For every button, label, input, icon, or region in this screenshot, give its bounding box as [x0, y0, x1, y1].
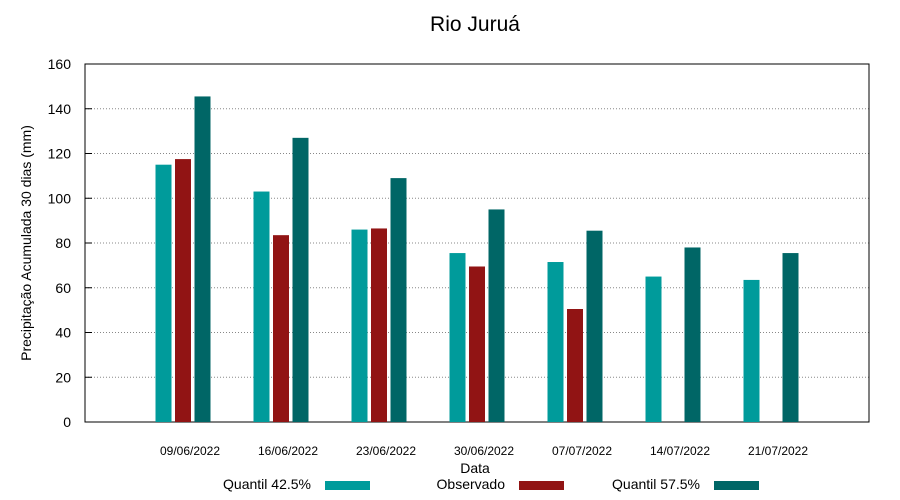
bar — [292, 137, 309, 422]
y-tick-label: 20 — [55, 369, 71, 385]
bar — [194, 96, 211, 422]
bar — [449, 253, 466, 422]
bar — [567, 309, 583, 422]
x-tick-label: 16/06/2022 — [258, 444, 318, 458]
y-tick-label: 60 — [55, 280, 71, 296]
bar — [684, 247, 701, 422]
y-tick-label: 160 — [48, 56, 72, 72]
legend-label: Quantil 42.5% — [223, 476, 311, 492]
x-tick-label: 23/06/2022 — [356, 444, 416, 458]
y-tick-label: 80 — [55, 235, 71, 251]
bar — [273, 235, 289, 422]
y-tick-label: 40 — [55, 325, 71, 341]
x-tick-label: 30/06/2022 — [454, 444, 514, 458]
y-tick-label: 120 — [48, 146, 72, 162]
x-tick-label: 21/07/2022 — [748, 444, 808, 458]
bar — [743, 279, 760, 422]
bar — [371, 228, 387, 422]
legend-swatch — [325, 481, 370, 490]
bar — [645, 276, 662, 422]
bar — [351, 229, 368, 422]
y-tick-label: 100 — [48, 190, 72, 206]
bar — [469, 266, 485, 422]
legend-label: Observado — [437, 476, 506, 492]
x-tick-label: 14/07/2022 — [650, 444, 710, 458]
bar — [488, 209, 505, 422]
x-axis-label: Data — [460, 460, 490, 476]
chart-title: Rio Juruá — [430, 13, 520, 36]
y-tick-label: 140 — [48, 101, 72, 117]
bar — [253, 191, 270, 422]
legend-swatch — [714, 481, 759, 490]
y-tick-label: 0 — [63, 414, 71, 430]
bar — [782, 253, 799, 422]
x-tick-label: 09/06/2022 — [160, 444, 220, 458]
bar — [175, 159, 191, 422]
legend-label: Quantil 57.5% — [612, 476, 700, 492]
legend-swatch — [519, 481, 564, 490]
bar — [155, 164, 172, 422]
x-tick-label: 07/07/2022 — [552, 444, 612, 458]
bar — [390, 178, 407, 422]
bar — [586, 230, 603, 422]
y-axis-label: Precipitação Acumulada 30 dias (mm) — [18, 125, 34, 361]
bar — [547, 262, 564, 422]
